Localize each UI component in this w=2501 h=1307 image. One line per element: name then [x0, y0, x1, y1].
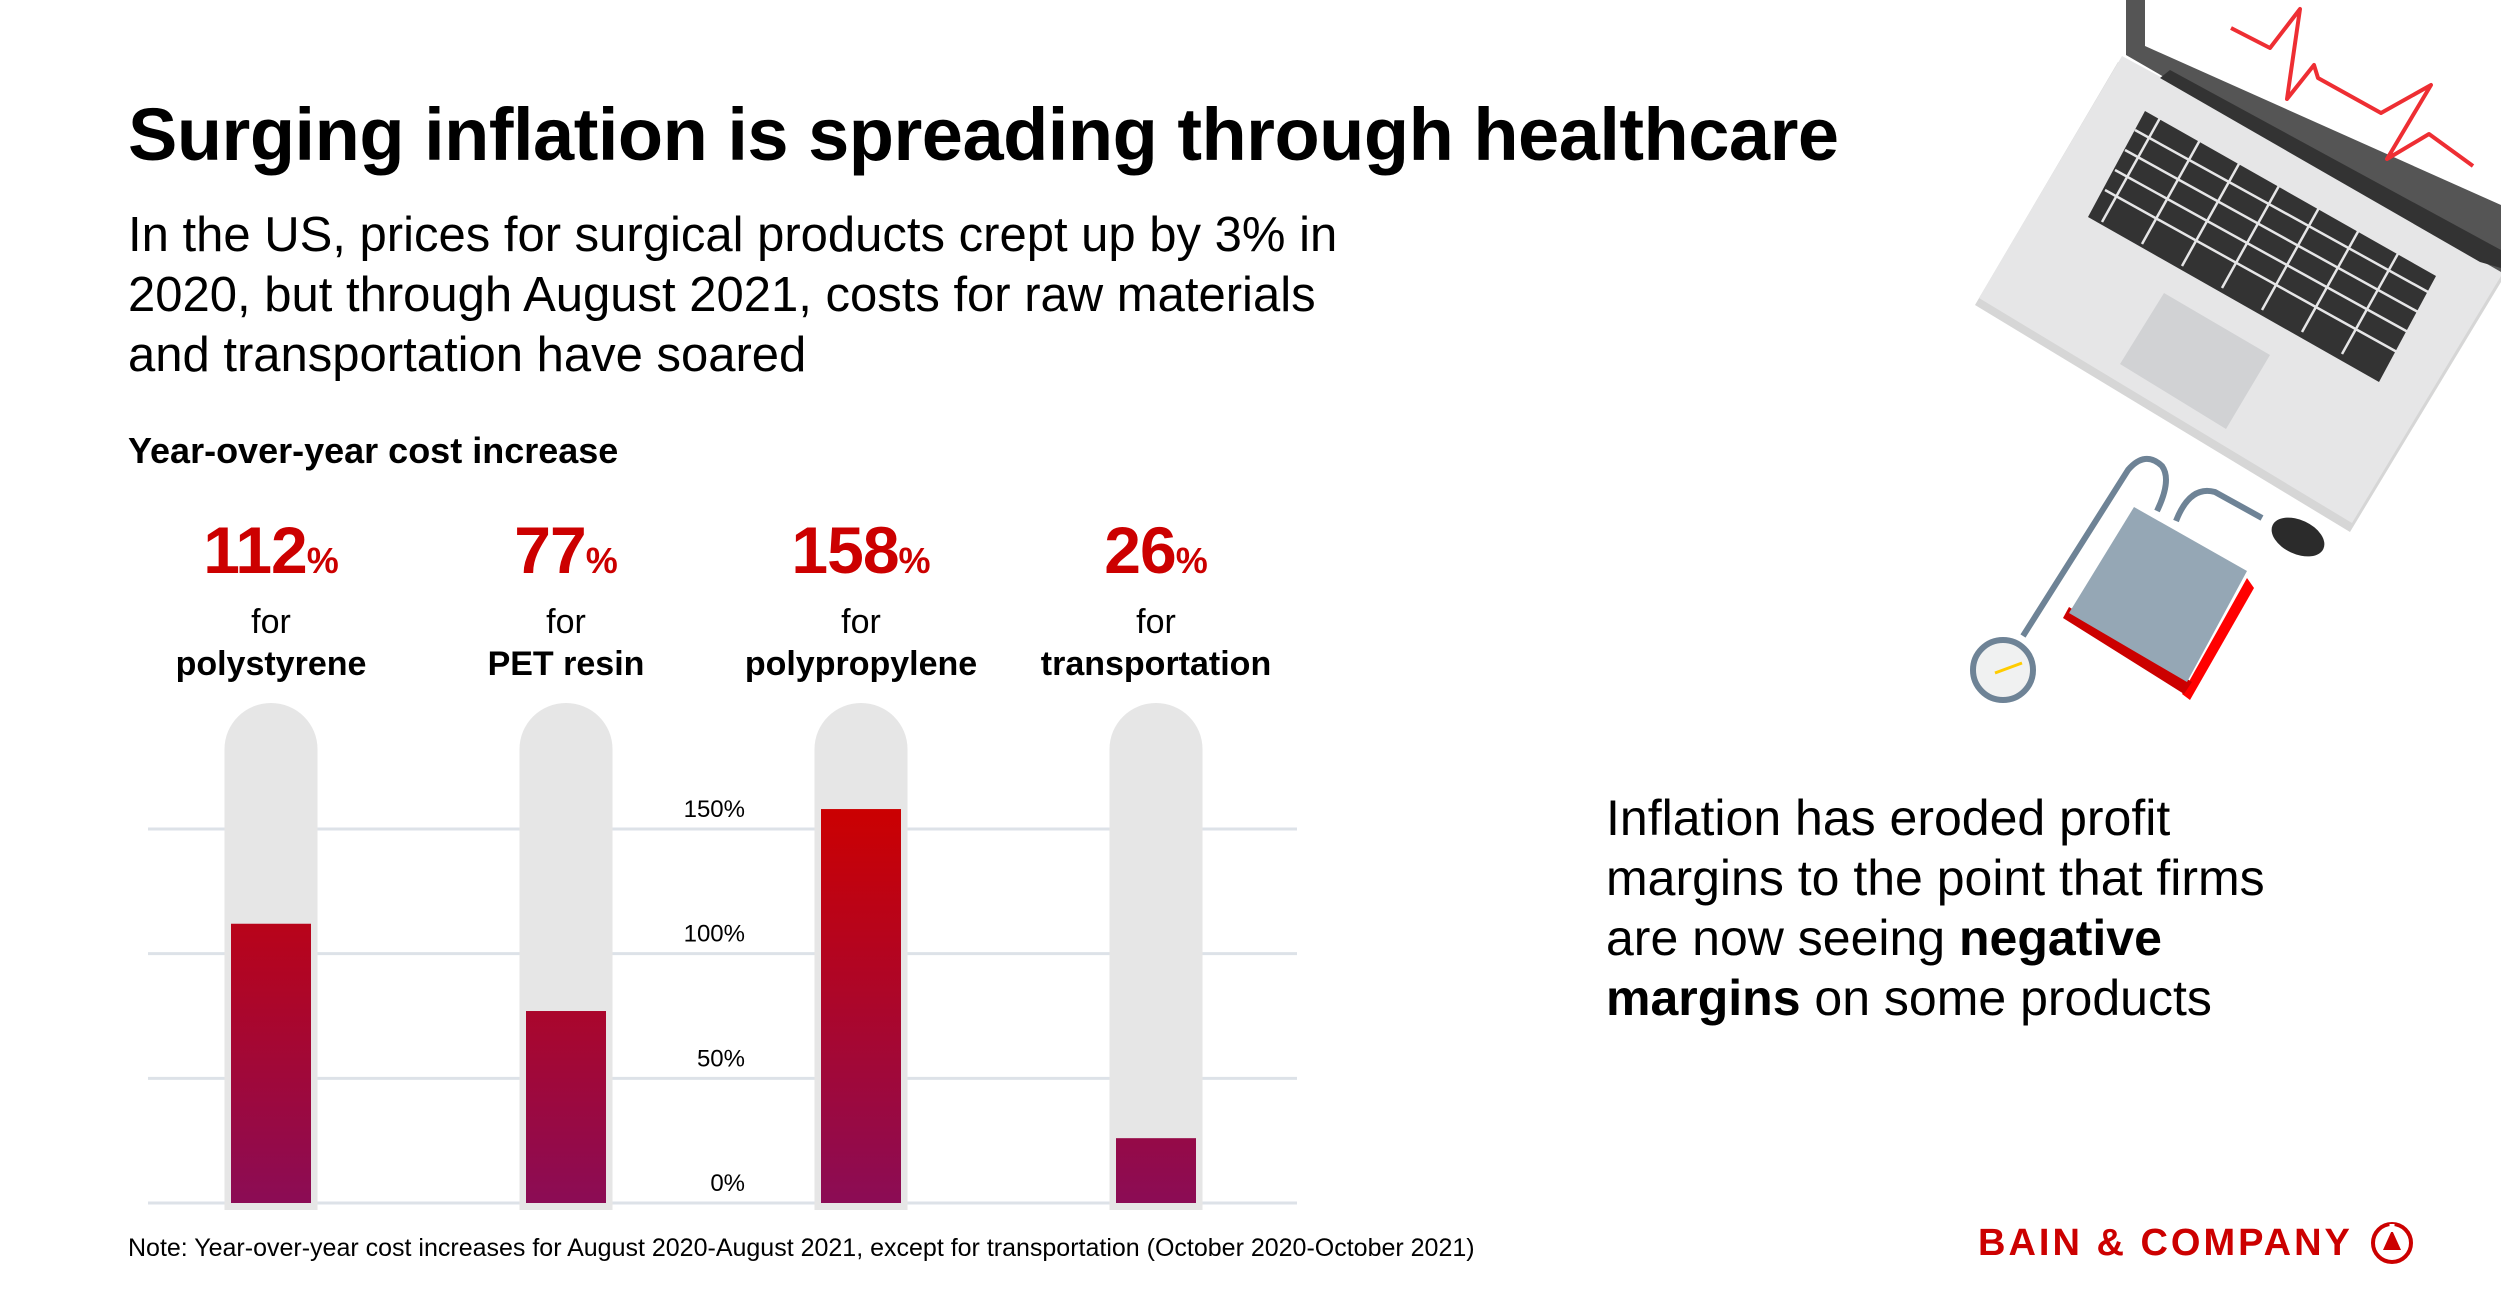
- bar-polystyrene: [231, 923, 311, 1203]
- for-label: for: [841, 603, 881, 641]
- value-label: 26%: [1006, 510, 1306, 601]
- footnote: Note: Year-over-year cost increases for …: [128, 1234, 1475, 1262]
- value-label: 158%: [711, 510, 1011, 601]
- bar-polypropylene: [821, 809, 901, 1203]
- y-tick-label: 0%: [710, 1170, 745, 1197]
- for-label: for: [546, 603, 586, 641]
- bar-header: 77% for PET resin: [416, 510, 716, 685]
- value-number: 77: [514, 513, 586, 587]
- percent-sign: %: [585, 540, 618, 581]
- category-label: transportation: [1040, 645, 1272, 683]
- y-tick-label: 50%: [697, 1045, 745, 1072]
- y-tick-label: 150%: [684, 796, 745, 823]
- for-label: for: [251, 603, 291, 641]
- percent-sign: %: [898, 540, 931, 581]
- bar-track: [1109, 703, 1203, 1210]
- percent-sign: %: [306, 540, 339, 581]
- page-title: Surging inflation is spreading through h…: [128, 93, 1839, 176]
- value-label: 112%: [121, 510, 421, 601]
- bar-header: 158% for polypropylene: [711, 510, 1011, 685]
- value-number: 158: [791, 513, 899, 587]
- value-label: 77%: [416, 510, 716, 601]
- value-number: 26: [1104, 513, 1176, 587]
- bain-logo: BAIN & COMPANY: [1978, 1220, 2415, 1266]
- bar-transportation: [1116, 1138, 1196, 1203]
- subtitle: In the US, prices for surgical products …: [128, 208, 1338, 382]
- value-number: 112: [203, 513, 307, 587]
- bar-header: 112% for polystyrene: [121, 510, 421, 685]
- compass-logo-icon: [2370, 1222, 2413, 1264]
- bar-pet-resin: [526, 1011, 606, 1203]
- category-label: PET resin: [487, 645, 645, 683]
- laptop-icon: [1975, 0, 2501, 532]
- chart-title: Year-over-year cost increase: [128, 430, 619, 471]
- callout-text-post: on some products: [1800, 970, 2212, 1026]
- bar-header: 26% for transportation: [1006, 510, 1306, 685]
- bar-chart: 0% 50% 100% 150%: [148, 703, 1297, 1210]
- blood-pressure-cuff-icon: [1970, 456, 2325, 703]
- callout-text-pre: Inflation has eroded profit margins to t…: [1606, 790, 2265, 966]
- laptop-blood-pressure-illustration: [1970, 0, 2501, 703]
- callout-text: Inflation has eroded profit margins to t…: [1606, 788, 2306, 1028]
- for-label: for: [1136, 603, 1176, 641]
- callout-text-bold: negative margins: [1606, 910, 2162, 1026]
- percent-sign: %: [1175, 540, 1208, 581]
- logo-text: BAIN & COMPANY: [1978, 1221, 2353, 1264]
- y-tick-label: 100%: [684, 921, 745, 948]
- category-label: polypropylene: [744, 645, 978, 683]
- category-label: polystyrene: [175, 645, 367, 683]
